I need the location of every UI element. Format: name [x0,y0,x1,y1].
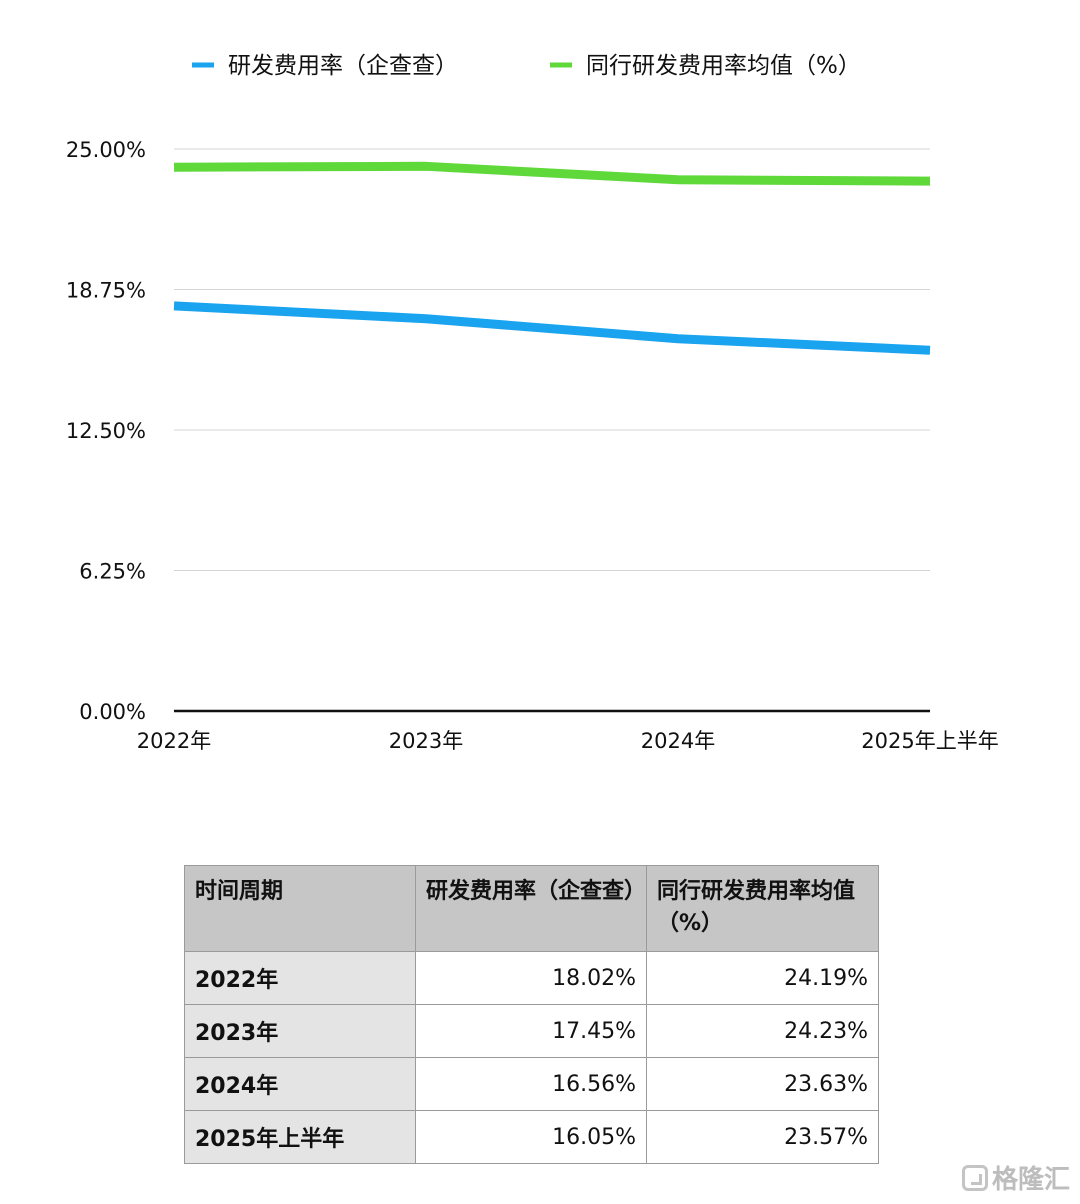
header-period: 时间周期 [184,865,416,952]
line-chart: 0.00% 6.25% 12.50% 18.75% 25.00% 2022年 2023年 20… [66,53,999,753]
cell-peer-rate: 23.63% [646,1057,879,1111]
table-row: 2022年 18.02% 24.19% [184,951,879,1005]
cell-rd-rate: 16.05% [415,1110,647,1164]
series-lines [173,161,931,355]
watermark-text: 格隆汇 [991,1165,1070,1195]
legend-label-1: 研发费用率（企查查） [228,53,458,79]
gelonghui-logo-icon [961,1164,988,1191]
header-rd-rate: 研发费用率（企查查） [415,865,647,952]
cell-period: 2025年上半年 [184,1110,416,1164]
axes: 0.00% 6.25% 12.50% 18.75% 25.00% 2022年 2023年 20… [66,138,999,753]
cell-rd-rate: 16.56% [415,1057,647,1111]
watermark: 格隆汇 [961,1159,1070,1196]
cell-peer-rate: 24.19% [646,951,879,1005]
cell-period: 2023年 [184,1004,416,1058]
series-line-2 [173,161,931,186]
header-peer-rate: 同行研发费用率均值（%） [646,865,879,952]
x-tick-label: 2024年 [641,729,715,753]
y-tick-label: 6.25% [79,560,146,584]
series-line-1 [173,301,931,355]
cell-period: 2022年 [184,951,416,1005]
table-row: 2024年 16.56% 23.63% [184,1057,879,1111]
y-tick-label: 12.50% [66,419,146,443]
legend-label-2: 同行研发费用率均值（%） [586,53,861,79]
y-tick-label: 18.75% [66,279,146,303]
table-header-row: 时间周期 研发费用率（企查查） 同行研发费用率均值（%） [184,865,879,952]
cell-rd-rate: 18.02% [415,951,647,1005]
table-row: 2023年 17.45% 24.23% [184,1004,879,1058]
x-tick-label: 2023年 [389,729,463,753]
cell-rd-rate: 17.45% [415,1004,647,1058]
cell-period: 2024年 [184,1057,416,1111]
x-tick-label: 2025年上半年 [861,729,998,753]
data-table: 时间周期 研发费用率（企查查） 同行研发费用率均值（%） 2022年 18.02… [184,865,879,1164]
x-tick-label: 2022年 [137,729,211,753]
cell-peer-rate: 24.23% [646,1004,879,1058]
legend: 研发费用率（企查查） 同行研发费用率均值（%） [192,53,861,79]
y-tick-label: 25.00% [66,138,146,162]
y-tick-label: 0.00% [79,700,146,724]
grid-lines [174,148,930,571]
table-row: 2025年上半年 16.05% 23.57% [184,1110,879,1164]
cell-peer-rate: 23.57% [646,1110,879,1164]
